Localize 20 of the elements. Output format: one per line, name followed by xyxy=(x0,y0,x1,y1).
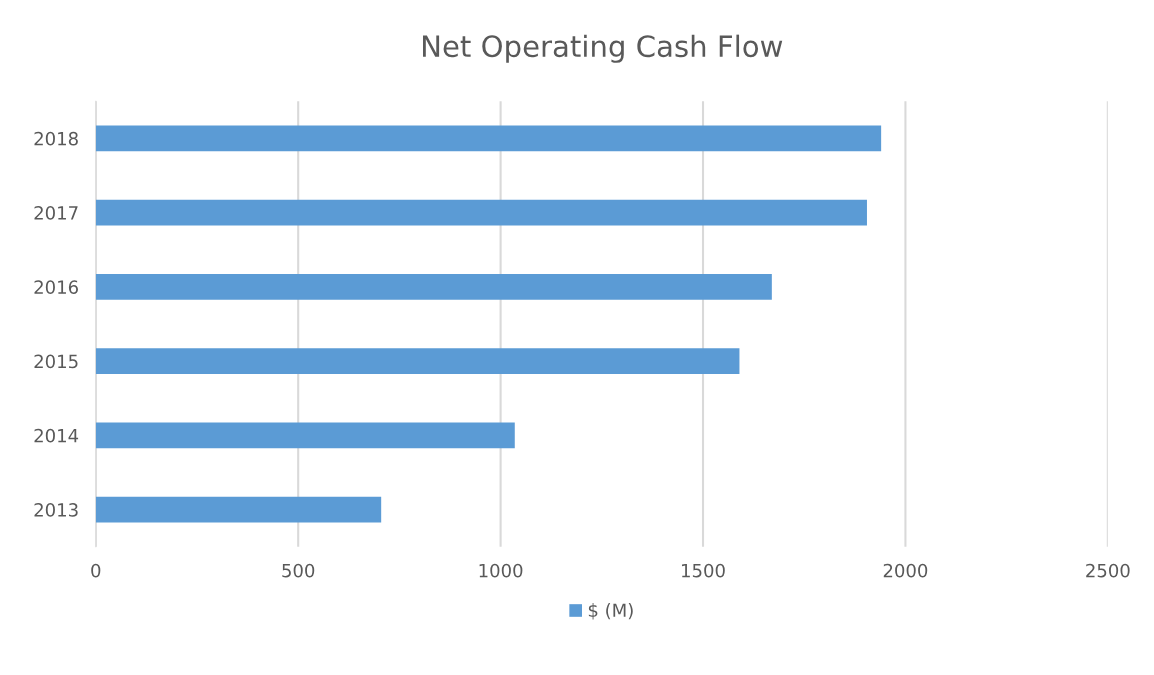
x-tick-label: 500 xyxy=(282,563,315,578)
bar xyxy=(95,125,882,152)
x-tick-label: 1500 xyxy=(682,563,725,578)
x-tick-label: 2500 xyxy=(1086,563,1130,578)
bar xyxy=(95,199,867,226)
chart-title: Net Operating Cash Flow xyxy=(423,34,783,63)
y-tick-label: 2014 xyxy=(34,428,79,443)
y-tick-label: 2016 xyxy=(34,280,78,294)
y-tick-label: 2015 xyxy=(34,354,78,369)
x-tick-label: 1000 xyxy=(479,563,523,578)
legend-label: $ (M) xyxy=(588,603,633,620)
x-tick-label: 0 xyxy=(91,563,101,578)
y-tick-label: 2018 xyxy=(34,131,78,146)
y-tick-label: 2017 xyxy=(34,206,78,220)
bar xyxy=(95,273,772,300)
bar xyxy=(95,422,515,449)
bar xyxy=(95,348,740,375)
x-tick-label: 2000 xyxy=(883,563,928,578)
bar xyxy=(95,496,382,523)
y-tick-label: 2013 xyxy=(34,503,78,517)
